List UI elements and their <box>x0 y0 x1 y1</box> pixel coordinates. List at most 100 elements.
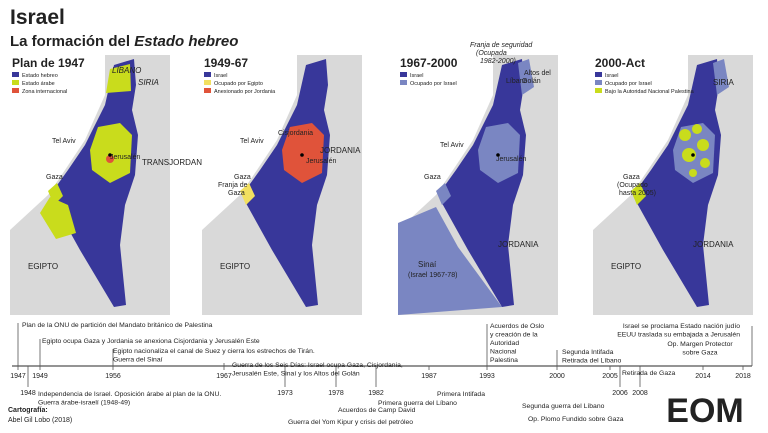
city-dot <box>108 153 112 157</box>
place-label: JORDANIA <box>320 146 361 155</box>
map-panel: 2000-Act Israel Ocupado por Israel Bajo la … <box>593 55 753 315</box>
year-label: 1993 <box>479 373 495 380</box>
place-label: EGIPTO <box>611 262 641 271</box>
place-label: Tel Aviv <box>440 142 464 149</box>
map-title: Plan de 1947 <box>12 56 85 70</box>
west-bank <box>478 123 520 183</box>
israel <box>633 59 721 307</box>
place-label: Jerusalén <box>496 156 526 163</box>
place-label: JORDANIA <box>693 240 734 249</box>
map-sea <box>593 55 688 230</box>
place-label: Gaza <box>46 174 63 181</box>
place-label: Altos del <box>524 70 551 77</box>
pa-area <box>700 158 710 168</box>
map-title: 1967-2000 <box>400 56 458 70</box>
event-label: Retirada de Gaza <box>622 370 675 377</box>
year-label: 1948 <box>20 390 36 397</box>
legend-swatch <box>400 80 407 85</box>
place-label: (Ocupado <box>617 182 648 189</box>
event-label: Primera guerra del Líbano <box>378 400 457 407</box>
map-sea <box>10 55 105 230</box>
place-label: Franja de seguridad <box>470 42 533 49</box>
legend-label: Israel <box>410 73 423 79</box>
event-label: Guerra del Yom Kipur y crisis del petról… <box>288 419 413 426</box>
map-title: 2000-Act <box>595 56 645 70</box>
golan <box>518 59 534 95</box>
gaza-strip <box>436 183 451 205</box>
event-label: EEUU traslada su embajada a Jerusalén <box>617 332 740 339</box>
legend-label: Ocupado por Israel <box>410 81 457 87</box>
place-label: Gaza <box>623 174 640 181</box>
pa-area <box>679 129 691 141</box>
israel <box>242 59 330 307</box>
place-label: Golán <box>522 78 541 85</box>
year-label: 1982 <box>368 390 384 397</box>
event-label: Acuerdos de Oslo <box>490 323 544 330</box>
year-label: 2008 <box>632 390 648 397</box>
place-label: Líbano <box>506 78 528 85</box>
pa-area <box>697 139 709 151</box>
legend-swatch <box>12 72 19 77</box>
arab-state <box>106 64 131 93</box>
event-label: Autoridad <box>490 340 519 347</box>
year-label: 1967 <box>216 373 232 380</box>
year-label: 1978 <box>328 390 344 397</box>
logo: EOM <box>666 392 743 430</box>
event-label: Independencia de Israel. Oposición árabe… <box>38 391 221 398</box>
legend-label: Estado árabe <box>22 81 55 87</box>
place-label: EGIPTO <box>220 262 250 271</box>
year-label: 1956 <box>105 373 121 380</box>
map-panel: 1949-67 Israel Ocupado por Egipto Anexionad… <box>202 55 362 315</box>
title: Israel <box>10 6 65 29</box>
place-label: Gaza <box>228 190 245 197</box>
event-label: y creación de la <box>490 332 538 339</box>
event-label: Israel se proclama Estado nación judío <box>623 323 740 330</box>
place-label: Tel Aviv <box>52 138 76 145</box>
place-label: JORDANIA <box>498 240 539 249</box>
event-label: Plan de la ONU de partición del Mandato … <box>22 322 213 329</box>
subtitle: La formación del Estado hebreo <box>10 33 238 50</box>
place-label: Gaza <box>234 174 251 181</box>
event-label: Acuerdos de Camp David <box>338 407 416 414</box>
event-label: Guerra árabe-israelí (1948-49) <box>38 400 130 407</box>
year-label: 2000 <box>549 373 565 380</box>
map-sea <box>398 55 493 230</box>
legend-swatch <box>204 88 211 93</box>
legend-label: Israel <box>214 73 227 79</box>
legend-swatch <box>204 80 211 85</box>
legend-label: Estado hebreo <box>22 73 58 79</box>
legend-swatch <box>595 80 602 85</box>
gaza-strip <box>631 183 646 205</box>
place-label: Sinaí <box>418 260 437 269</box>
pa-area <box>682 148 696 162</box>
city-dot <box>300 153 304 157</box>
event-label: Palestina <box>490 357 518 364</box>
map-sea <box>202 55 297 230</box>
place-label: Jerusalén <box>110 154 140 161</box>
golan <box>713 59 729 95</box>
event-label: Egipto nacionaliza el canal de Suez y ci… <box>113 348 315 355</box>
legend-swatch <box>12 88 19 93</box>
year-label: 2014 <box>695 373 711 380</box>
legend-label: Zona internacional <box>22 89 67 95</box>
legend-label: Bajo la Autoridad Nacional Palestina <box>605 89 695 95</box>
place-label: LÍBANO <box>112 66 141 75</box>
arab-state <box>48 183 63 205</box>
legend-label: Israel <box>605 73 618 79</box>
legend-swatch <box>595 72 602 77</box>
event-label: Egipto ocupa Gaza y Jordania se anexiona… <box>42 338 260 345</box>
place-label: hasta 2005) <box>619 190 656 197</box>
place-label: Jerusalén <box>306 158 336 165</box>
place-label: Gaza <box>424 174 441 181</box>
event-label: Op. Plomo Fundido sobre Gaza <box>528 416 624 423</box>
west-bank <box>282 123 324 183</box>
event-label: Segunda Intifada <box>562 349 614 356</box>
place-label: SIRIA <box>713 78 735 87</box>
credits-author: Abel Gil Lobo (2018) <box>8 417 72 424</box>
place-label: 1982-2000) <box>480 58 516 65</box>
pa-area <box>689 169 697 177</box>
place-label: TRANSJORDANIA <box>142 158 210 167</box>
place-label: Tel Aviv <box>240 138 264 145</box>
place-label: (Israel 1967-78) <box>408 272 457 279</box>
